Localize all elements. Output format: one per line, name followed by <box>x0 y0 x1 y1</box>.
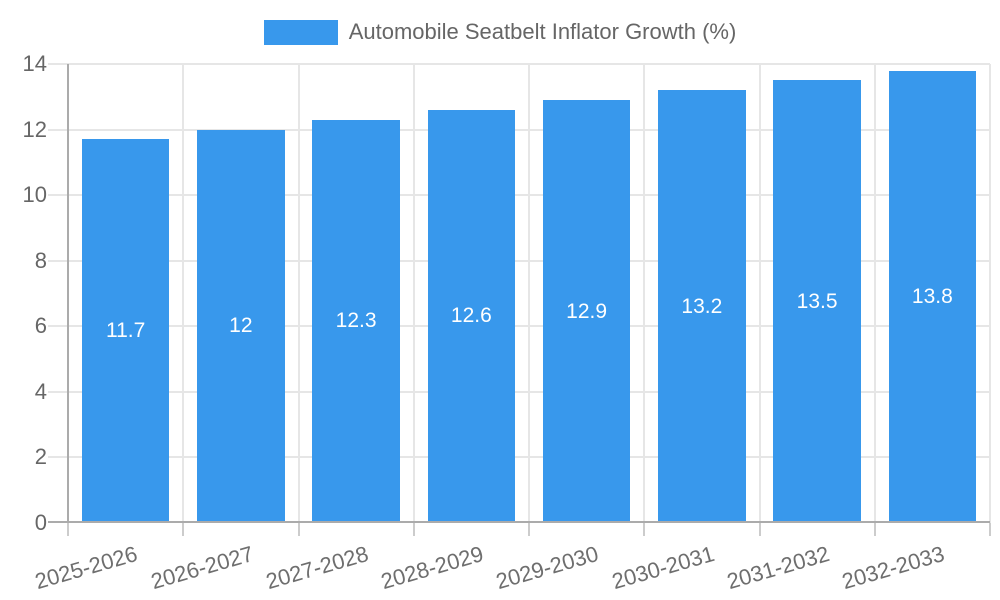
x-tick-mark <box>643 523 646 536</box>
legend-label: Automobile Seatbelt Inflator Growth (%) <box>348 19 737 44</box>
legend-item[interactable]: Automobile Seatbelt Inflator Growth (%) <box>0 19 1000 45</box>
h-gridline <box>48 128 990 131</box>
plot-area: 11.7 12 12.3 12.6 12.9 13.2 13.5 13.8 <box>48 63 991 536</box>
y-tick-label: 14 <box>22 51 47 76</box>
v-gridline <box>989 64 991 523</box>
x-tick-mark <box>412 523 415 536</box>
x-tick-label: 2029-2030 <box>493 541 602 595</box>
v-gridline <box>297 64 300 523</box>
y-tick-label: 4 <box>34 378 47 404</box>
bar-value-label: 12.6 <box>450 304 492 328</box>
bar-value-label: 13.2 <box>681 294 723 318</box>
bar-2026-2027[interactable]: 12 <box>197 129 285 523</box>
bar-2025-2026[interactable]: 11.7 <box>81 139 170 523</box>
y-tick-label: 6 <box>34 313 47 339</box>
bar-value-label: 13.5 <box>796 289 838 313</box>
v-gridline <box>643 64 646 523</box>
y-tick-label: 12 <box>22 116 47 142</box>
v-gridline <box>412 64 415 523</box>
x-tick-mark <box>297 523 300 536</box>
legend-swatch-icon <box>263 19 338 45</box>
y-tick-label: 2 <box>34 444 47 470</box>
h-gridline <box>48 63 990 65</box>
h-gridline <box>48 259 990 262</box>
x-tick-label: 2031-2032 <box>723 541 833 595</box>
bar-value-label: 12.9 <box>566 299 608 323</box>
x-axis-labels: 2025-2026 2026-2027 2027-2028 2028-2029 2029… <box>32 523 990 600</box>
y-axis-line <box>67 64 69 523</box>
x-tick-mark <box>873 523 876 536</box>
v-gridline <box>873 64 876 523</box>
h-gridline <box>48 456 990 459</box>
y-tick-label: 0 <box>34 510 47 535</box>
bar-2032-2033[interactable]: 13.8 <box>888 70 977 523</box>
y-tick-label: 8 <box>34 247 47 273</box>
x-tick-label: 2026-2027 <box>147 541 256 595</box>
x-tick-mark <box>758 523 761 536</box>
v-gridline <box>758 64 761 523</box>
y-tick-label: 10 <box>22 182 47 208</box>
y-axis-labels: 0 2 4 6 8 10 12 14 <box>0 0 47 600</box>
bar-2031-2032[interactable]: 13.5 <box>773 80 861 523</box>
x-tick-label: 2032-2033 <box>839 541 948 595</box>
x-tick-mark <box>528 523 530 536</box>
x-tick-label: 2030-2031 <box>608 541 717 595</box>
bar-2027-2028[interactable]: 12.3 <box>312 119 400 523</box>
x-axis-line <box>48 521 990 523</box>
h-gridline <box>48 194 990 197</box>
x-tick-label: 2028-2029 <box>378 541 487 595</box>
x-tick-mark <box>67 523 69 536</box>
v-gridline <box>182 64 185 523</box>
h-gridline <box>48 390 990 393</box>
v-gridline <box>528 64 530 523</box>
bar-value-label: 11.7 <box>105 319 146 343</box>
bar-value-label: 12 <box>229 314 253 338</box>
bar-value-label: 12.3 <box>335 309 377 333</box>
bar-value-label: 13.8 <box>911 284 953 308</box>
x-tick-mark <box>989 523 991 536</box>
bar-2028-2029[interactable]: 12.6 <box>427 109 516 523</box>
x-tick-label: 2027-2028 <box>262 541 372 595</box>
bar-2030-2031[interactable]: 13.2 <box>658 90 746 523</box>
x-tick-label: 2025-2026 <box>32 541 141 595</box>
bar-2029-2030[interactable]: 12.9 <box>542 100 631 523</box>
x-tick-mark <box>182 523 185 536</box>
h-gridline <box>48 325 990 328</box>
